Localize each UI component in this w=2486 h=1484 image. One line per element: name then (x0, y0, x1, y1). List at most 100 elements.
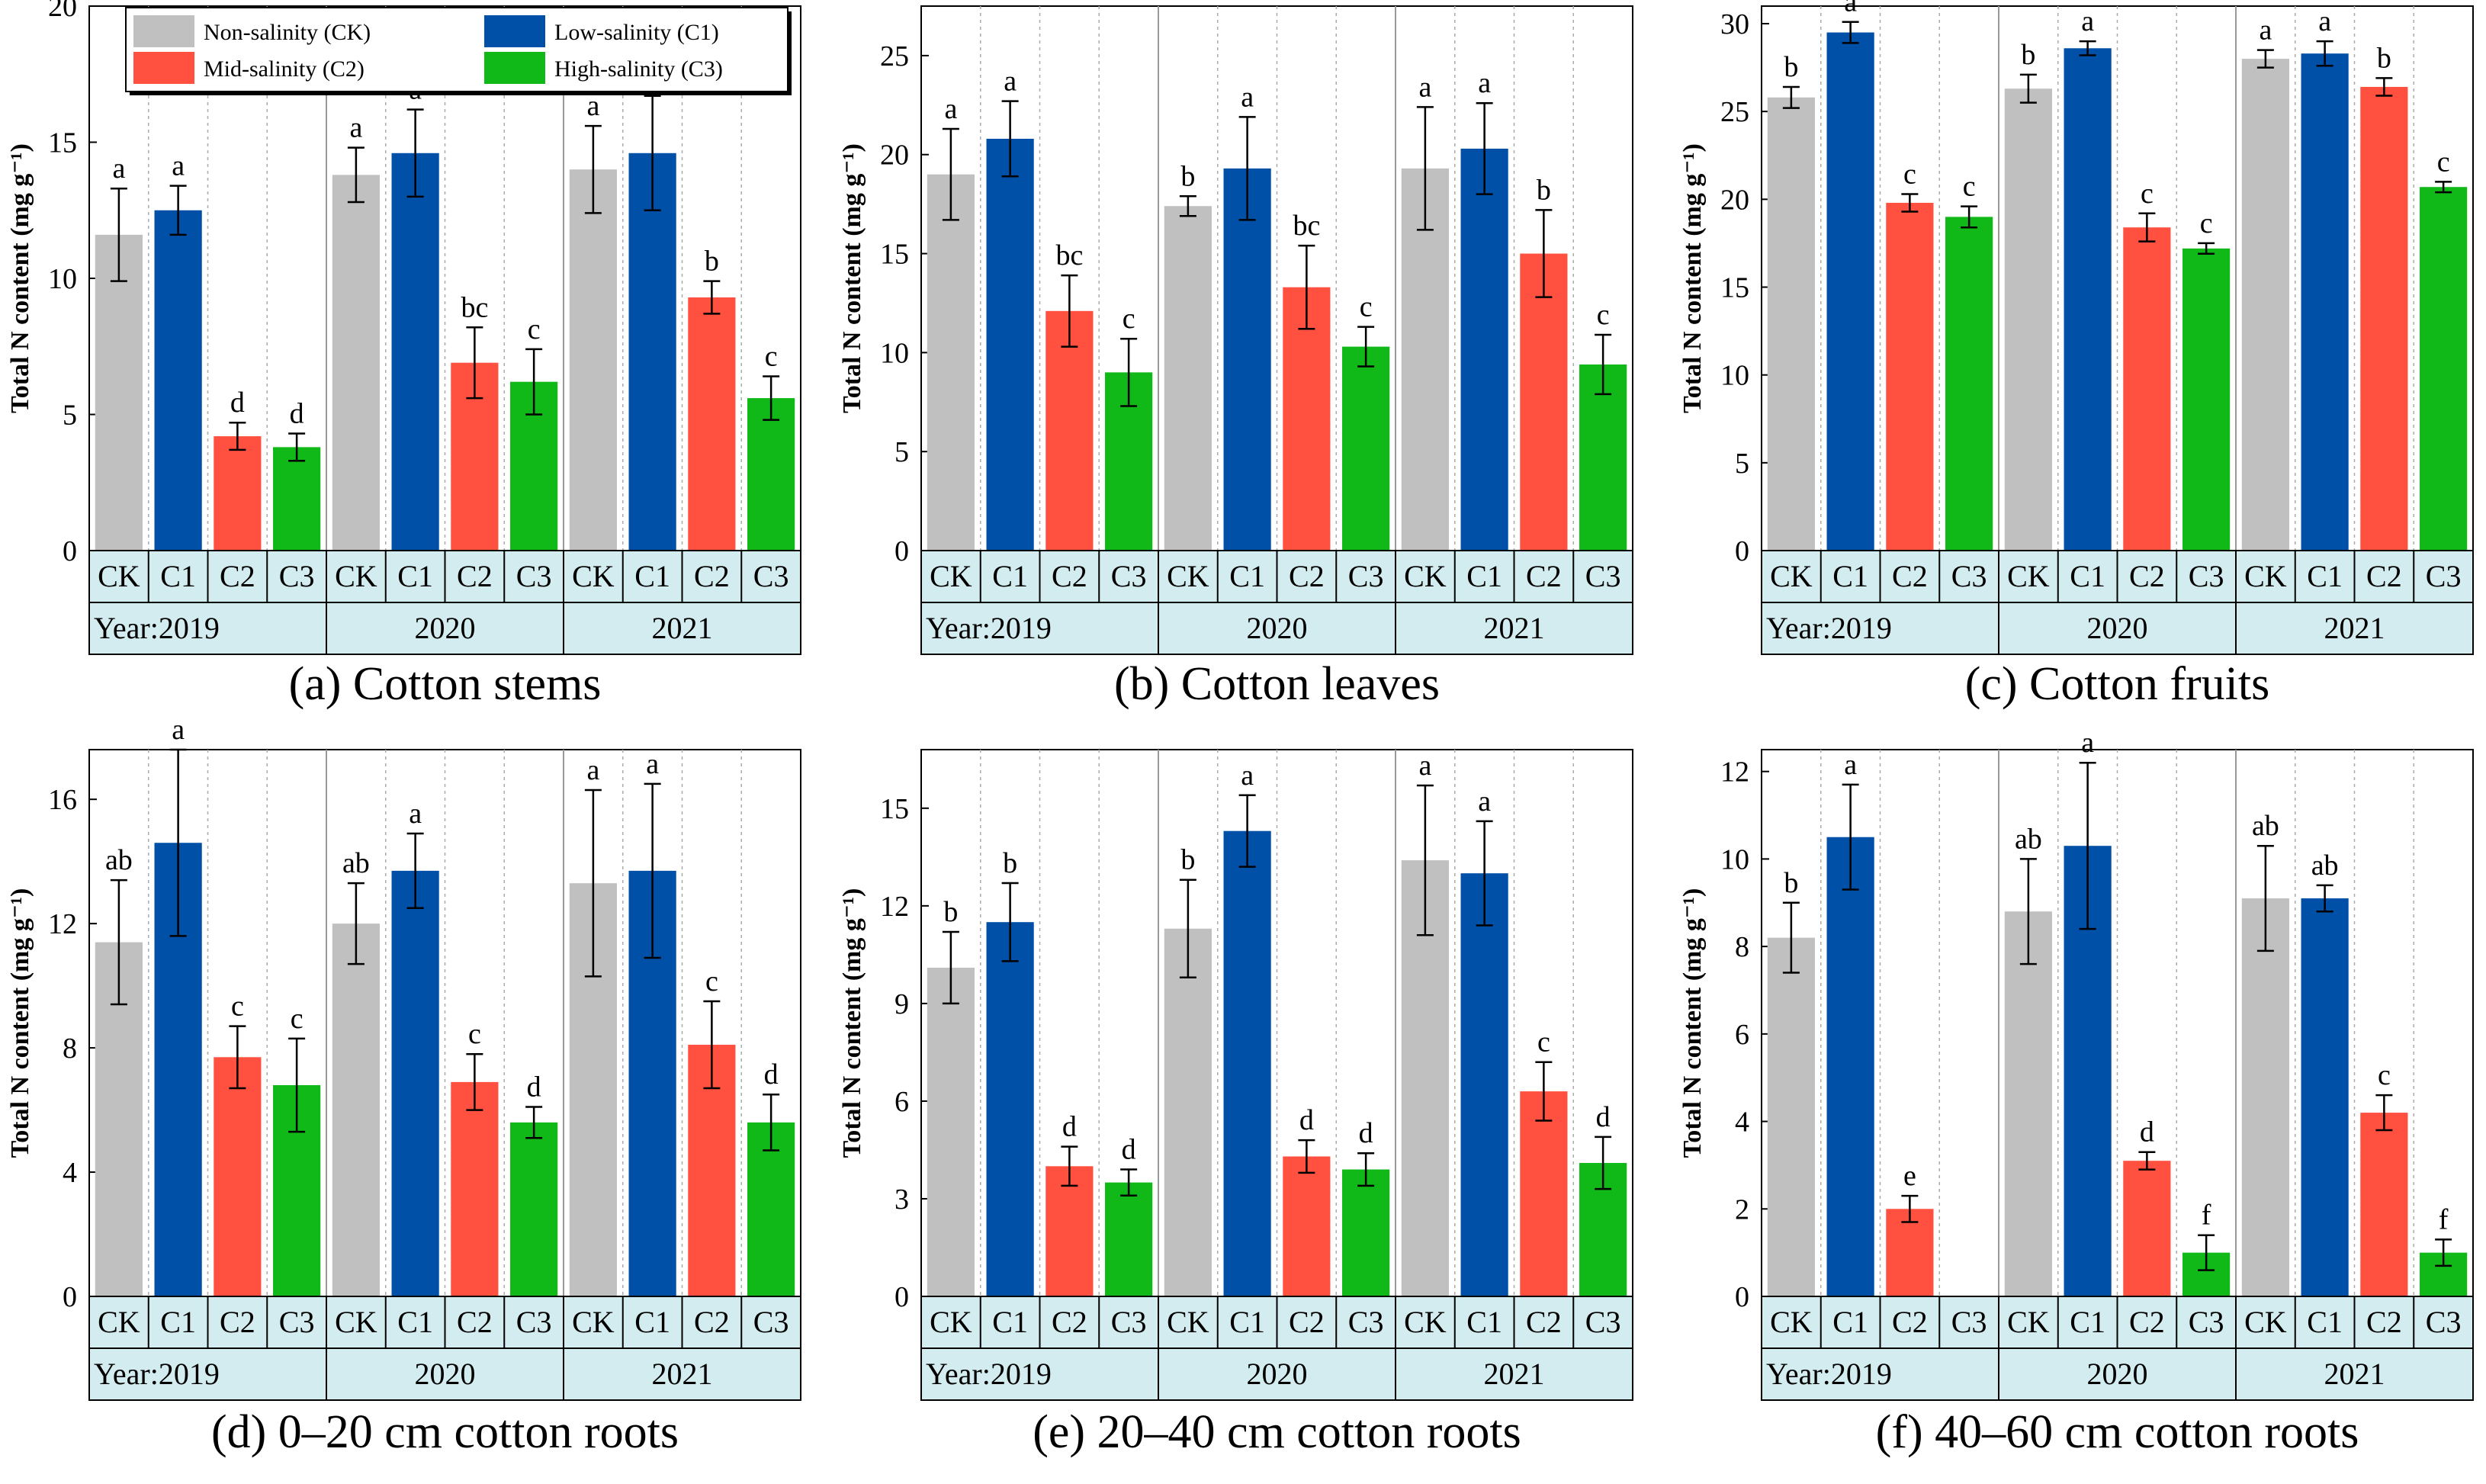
bar-CK-2021 (569, 169, 617, 551)
year-label: 2021 (2324, 1357, 2385, 1391)
significance-letter: d (1359, 1117, 1373, 1149)
legend-swatch-C3 (484, 52, 545, 84)
significance-letter: c (2378, 1059, 2391, 1091)
bar-C2-2020 (451, 1081, 499, 1296)
significance-letter: c (528, 313, 541, 345)
year-label: Year:2019 (926, 1357, 1052, 1391)
significance-letter: a (2318, 5, 2331, 37)
bar-CK-2019 (1767, 97, 1815, 551)
bar-C3-2020 (1342, 1169, 1390, 1296)
bar-C1-2020 (391, 870, 439, 1296)
legend-label-CK: Non-salinity (CK) (204, 20, 371, 45)
significance-letter: ab (2311, 850, 2339, 882)
bar-C1-2019 (1826, 32, 1874, 551)
category-label: C2 (1892, 559, 1928, 593)
category-label: CK (98, 1305, 140, 1339)
bar-C1-2019 (1826, 837, 1874, 1296)
panel-d: 0 4 8 12 16 Total N content (mg g⁻¹) ab a c c ab a c… (6, 714, 801, 1458)
category-label: C3 (279, 559, 315, 593)
significance-letter: a (646, 748, 659, 780)
significance-letter: b (1784, 867, 1798, 899)
significance-letter: b (943, 896, 958, 928)
category-label: C3 (2189, 559, 2224, 593)
bar-C3-2019 (273, 447, 321, 551)
category-label: C1 (1466, 1305, 1502, 1339)
significance-letter: f (2439, 1203, 2449, 1235)
y-tick-label: 0 (63, 535, 77, 567)
bar-C3-2021 (747, 398, 795, 551)
category-label: C2 (1526, 1305, 1562, 1339)
category-label: CK (2007, 559, 2050, 593)
year-label: Year:2019 (94, 611, 220, 645)
significance-letter: a (1844, 749, 1857, 781)
y-tick-label: 9 (895, 988, 909, 1020)
category-label: CK (1167, 559, 1209, 593)
significance-letter: a (1478, 785, 1491, 817)
category-label: C3 (753, 559, 789, 593)
bar-C2-2021 (688, 297, 736, 551)
year-label: Year:2019 (1766, 1357, 1892, 1391)
bar-C1-2020 (391, 153, 439, 551)
bar-C3-2019 (1105, 1182, 1153, 1296)
category-label: C1 (1466, 559, 1502, 593)
bar-C2-2019 (1045, 1166, 1094, 1296)
y-tick-label: 0 (63, 1281, 77, 1313)
category-label: C1 (2070, 1305, 2105, 1339)
y-tick-label: 12 (48, 908, 77, 940)
bar-C3-2020 (510, 1122, 558, 1296)
category-label: C3 (1585, 1305, 1621, 1339)
significance-letter: a (1418, 750, 1431, 782)
y-tick-label: 5 (63, 400, 77, 432)
category-label: CK (572, 559, 615, 593)
y-tick-label: 16 (48, 784, 77, 816)
bar-C2-2019 (1886, 202, 1934, 551)
category-label: CK (1404, 1305, 1447, 1339)
panel-e: 0 3 6 9 12 15 Total N content (mg g⁻¹) b b d d b a d d… (838, 749, 1633, 1458)
y-tick-label: 15 (48, 127, 77, 159)
category-label: C1 (2070, 559, 2105, 593)
y-tick-label: 10 (1720, 360, 1749, 392)
bar-CK-2020 (2004, 911, 2052, 1296)
bar-C1-2020 (1223, 168, 1271, 551)
significance-letter: c (291, 1003, 304, 1035)
significance-letter: a (112, 153, 125, 185)
bar-C1-2019 (154, 210, 202, 551)
significance-letter: c (1537, 1026, 1550, 1058)
bar-C1-2021 (2301, 898, 2349, 1296)
significance-letter: d (1299, 1104, 1314, 1136)
bar-C2-2021 (2360, 86, 2408, 551)
y-axis-label: Total N content (mg g⁻¹) (6, 143, 34, 413)
category-label: C2 (457, 559, 493, 593)
bar-C3-2020 (2182, 248, 2231, 551)
bar-CK-2020 (1164, 928, 1212, 1296)
significance-letter: a (1844, 0, 1857, 18)
category-label: CK (1167, 1305, 1209, 1339)
panel-c: 0 5 10 15 20 25 30 Total N content (mg g⁻¹) b a c c… (1678, 0, 2474, 710)
category-label: C2 (694, 1305, 730, 1339)
significance-letter: d (527, 1071, 541, 1103)
significance-letter: b (2021, 39, 2035, 71)
legend-label-C2: Mid-salinity (C2) (204, 56, 365, 82)
year-label: 2021 (652, 611, 713, 645)
category-label: C2 (2129, 1305, 2165, 1339)
bar-C1-2019 (986, 138, 1034, 551)
significance-letter: a (944, 93, 957, 125)
year-label: 2021 (1484, 611, 1545, 645)
y-tick-label: 20 (1720, 184, 1749, 216)
bar-C1-2020 (2064, 48, 2112, 551)
significance-letter: a (2259, 14, 2272, 47)
bar-CK-2020 (2004, 88, 2052, 551)
category-label: C3 (2426, 1305, 2462, 1339)
significance-letter: d (764, 1058, 779, 1091)
significance-letter: ab (2252, 810, 2279, 842)
panel-caption: (a) Cotton stems (289, 658, 602, 710)
category-label: C1 (1832, 1305, 1868, 1339)
bar-C1-2020 (1223, 830, 1271, 1296)
bar-CK-2020 (1164, 206, 1212, 551)
category-label: C1 (160, 559, 196, 593)
y-tick-label: 12 (1720, 756, 1749, 789)
y-tick-label: 10 (880, 337, 909, 369)
legend-label-C1: Low-salinity (C1) (554, 20, 719, 45)
bar-C2-2019 (1886, 1209, 1934, 1296)
